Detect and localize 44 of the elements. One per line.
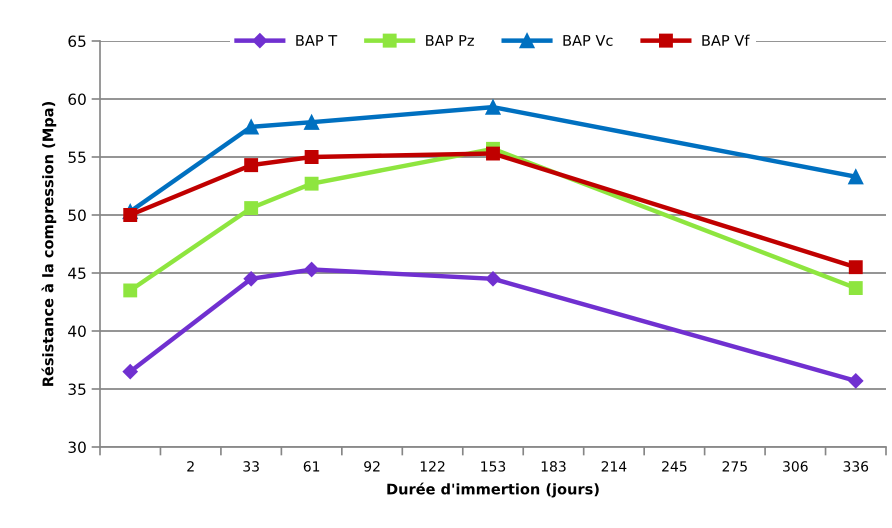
point	[244, 158, 258, 172]
x-tick-label: 306	[783, 461, 808, 472]
y-tick-label: 45	[68, 268, 86, 280]
point	[485, 99, 501, 115]
x-axis-title: Durée d'immertion (jours)	[387, 482, 599, 498]
point	[848, 281, 863, 296]
x-tick-label: 92	[364, 461, 380, 472]
point	[304, 150, 319, 164]
point	[122, 364, 138, 380]
point	[304, 176, 319, 191]
x-tick-label: 153	[481, 461, 506, 472]
point	[485, 271, 501, 286]
x-tick-label: 214	[602, 461, 626, 472]
x-tick-label: 2	[187, 461, 194, 472]
y-tick-label: 40	[68, 325, 86, 338]
y-tick-label: 50	[68, 209, 86, 222]
x-tick-label: 122	[420, 461, 444, 472]
y-tick-label: 35	[68, 383, 86, 396]
x-tick-label: 245	[662, 461, 686, 472]
point	[486, 146, 500, 160]
point	[123, 208, 138, 222]
legend-label: BAP Vf	[702, 34, 750, 46]
x-tick-label: 336	[844, 461, 868, 472]
point	[848, 260, 863, 274]
y-tick-label: 30	[68, 441, 86, 454]
legend-label: BAP Pz	[426, 35, 474, 46]
point	[244, 119, 259, 134]
y-tick-label: 55	[68, 152, 86, 164]
y-axis-title: Résistance à la compression (Mpa)	[42, 102, 56, 386]
legend-label: BAP Vc	[563, 35, 613, 46]
point	[304, 114, 320, 130]
point	[304, 262, 320, 278]
point	[244, 201, 258, 215]
point	[848, 169, 864, 184]
x-tick-label: 33	[243, 461, 259, 472]
x-tick-label: 275	[722, 461, 747, 472]
legend-label: BAP T	[296, 35, 338, 46]
point	[848, 373, 864, 388]
x-tick-label: 183	[542, 461, 566, 472]
y-tick-label: 65	[68, 35, 86, 48]
point	[123, 283, 138, 298]
y-tick-label: 60	[68, 93, 86, 106]
x-tick-label: 61	[304, 461, 320, 472]
point	[244, 271, 259, 286]
